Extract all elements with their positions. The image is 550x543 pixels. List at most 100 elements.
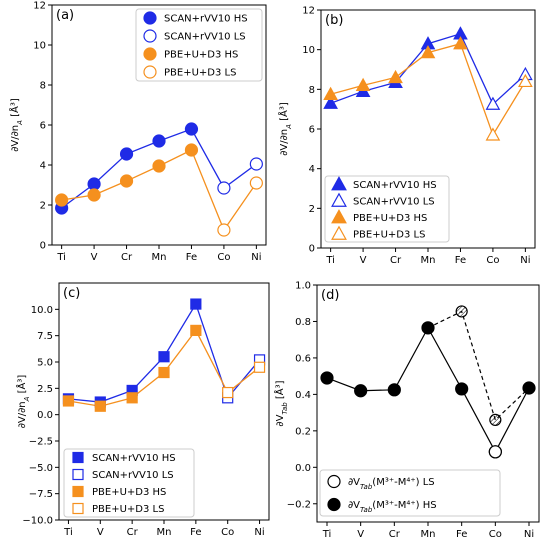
data-point-scan-rvv10-ls-ni	[249, 157, 263, 171]
data-point-hatched-co	[489, 413, 502, 427]
data-point-scan-rvv10-hs-ti	[323, 95, 338, 109]
legend-label-scan-rvv10-ls: SCAN+rVV10 LS	[353, 196, 435, 207]
data-point-pbe-u-d3-hs-fe	[453, 36, 468, 50]
x-tick-label: Cr	[389, 529, 401, 540]
data-point-v-tab-m-m-hs-fe	[455, 382, 469, 396]
legend-marker-pbe-u-d3-hs	[143, 47, 157, 61]
legend-marker-v-tab-m-m-ls	[327, 474, 341, 489]
data-point-pbe-u-d3-hs-v	[94, 400, 106, 412]
data-point-pbe-u-d3-hs-fe	[184, 143, 199, 157]
y-axis-label: ∂V/∂nA [Å³]	[15, 375, 31, 429]
data-point-v-tab-m-m-hs-mn	[421, 321, 435, 335]
legend-box	[135, 8, 263, 82]
data-point-hatched-fe	[455, 305, 468, 318]
y-tick-label: −2.5	[29, 437, 53, 448]
legend: ∂VTab(M³⁺-M⁴⁺) LS ∂VTab(M³⁺-M⁴⁺) HS	[319, 469, 501, 517]
y-axis-label: ∂V/∂nA [Å³]	[277, 102, 293, 156]
y-tick-label: 0.8	[295, 317, 311, 328]
legend-marker-v-tab-m-m-hs	[327, 497, 341, 512]
legend-label-scan-rvv10-hs: SCAN+rVV10 HS	[164, 14, 248, 25]
data-point-pbe-u-d3-hs-mn	[420, 45, 436, 59]
data-point-co-open	[488, 445, 502, 459]
x-tick-label: Fe	[186, 252, 197, 263]
legend-label-pbe-u-d3-ls: PBE+U+D3 LS	[353, 229, 425, 240]
legend-marker-scan-rvv10-hs	[143, 11, 157, 25]
legend-box	[319, 469, 501, 517]
y-tick-label: 10	[302, 45, 315, 56]
y-tick-label: −0.2	[287, 499, 311, 510]
y-tick-label: 4	[40, 161, 46, 172]
legend-label-pbe-u-d3-hs: PBE+U+D3 HS	[353, 213, 427, 224]
y-tick-label: 0	[309, 244, 315, 255]
legend-marker-pbe-u-d3-ls	[72, 502, 84, 515]
data-point-pbe-u-d3-hs-cr	[119, 174, 134, 188]
y-tick-label: 0.2	[295, 426, 311, 437]
data-point-pbe-u-d3-hs-ti	[55, 193, 69, 207]
data-point-scan-rvv10-hs-cr	[119, 147, 134, 161]
data-point-scan-rvv10-hs-fe	[184, 122, 199, 136]
data-point-scan-rvv10-hs-mn	[158, 351, 170, 363]
x-tick-label: V	[91, 252, 98, 263]
data-point-scan-rvv10-ls-co	[485, 96, 501, 110]
panel-label: (c)	[63, 286, 80, 301]
x-tick-label: V	[97, 527, 104, 538]
x-tick-label: Ti	[56, 252, 66, 263]
x-tick-label: Fe	[455, 255, 466, 266]
y-tick-label: 4	[309, 164, 315, 175]
x-tick-label: Fe	[190, 527, 201, 538]
x-tick-label: V	[357, 529, 364, 540]
legend-label-v-tab-m-m-ls: ∂VTab(M³⁺-M⁴⁺) LS	[348, 477, 435, 491]
legend-marker-scan-rvv10-hs	[331, 176, 347, 191]
data-point-pbe-u-d3-ls-co	[222, 386, 234, 399]
x-tick-label: Mn	[157, 527, 172, 538]
y-tick-label: 5.0	[37, 358, 53, 369]
x-tick-label: Ti	[322, 529, 332, 540]
data-point-pbe-u-d3-hs-v	[355, 77, 371, 92]
data-point-scan-rvv10-hs-fe	[190, 298, 202, 310]
y-tick-label: 0.0	[295, 463, 311, 474]
legend-marker-scan-rvv10-ls	[72, 468, 84, 481]
panel-a: 0 2 4 6 8 10 12 Ti V Cr Mn Fe Co Ni ∂V/∂nA [Å³] (a) SCAN…	[8, 1, 267, 263]
legend-label-pbe-u-d3-hs: PBE+U+D3 HS	[92, 487, 166, 498]
panel-b: 0 2 4 6 8 10 12 Ti V Cr Mn Fe Co Ni ∂V/∂nA [Å³] (b) SCAN…	[277, 6, 536, 266]
x-tick-label: Mn	[421, 255, 436, 266]
y-tick-label: 12	[33, 1, 46, 12]
y-tick-label: 8	[40, 81, 46, 92]
y-axis-label: ∂V/∂nA [Å³]	[8, 98, 24, 152]
y-tick-label: 10	[33, 41, 46, 52]
x-tick-label: Cr	[127, 527, 139, 538]
legend-marker-scan-rvv10-hs	[72, 451, 84, 464]
legend-marker-scan-rvv10-ls	[331, 192, 347, 207]
y-tick-label: 6	[40, 121, 46, 132]
legend-label-v-tab-m-m-hs: ∂VTab(M³⁺-M⁴⁺) HS	[348, 500, 437, 514]
data-point-pbe-u-d3-hs-mn	[158, 366, 170, 379]
data-point-v-tab-m-m-hs-ni	[522, 381, 536, 395]
data-point-pbe-u-d3-hs-cr	[388, 69, 403, 84]
legend-label-scan-rvv10-ls: SCAN+rVV10 LS	[92, 470, 174, 481]
y-tick-label: 2	[40, 201, 46, 212]
panel-c: −10.0 −7.5 −5.0 −2.5 0.0 2.5 5.0 7.5 10.0 Ti V Cr Mn…	[15, 282, 270, 538]
data-point-pbe-u-d3-hs-fe	[190, 324, 202, 336]
legend-marker-pbe-u-d3-hs	[331, 209, 347, 224]
data-point-v-tab-m-m-hs-ti	[320, 371, 334, 385]
x-tick-label: V	[360, 255, 367, 266]
legend-marker-scan-rvv10-ls	[143, 29, 157, 43]
series-line-v-tab-m-m-ls	[427, 310, 530, 422]
legend-label-pbe-u-d3-ls: PBE+U+D3 LS	[164, 68, 236, 79]
y-tick-label: 1.0	[295, 281, 311, 292]
data-point-pbe-u-d3-hs-ti	[323, 86, 338, 100]
legend: SCAN+rVV10 HS SCAN+rVV10 LS PBE+U+D3 HS PBE…	[324, 175, 450, 243]
y-tick-label: 0.0	[37, 410, 53, 421]
x-tick-label: Fe	[456, 529, 467, 540]
data-point-v-tab-m-m-hs-v	[354, 384, 368, 398]
y-tick-label: −7.5	[29, 489, 53, 500]
panel-label: (b)	[325, 13, 343, 28]
panel-label: (a)	[56, 8, 74, 23]
legend: SCAN+rVV10 HS SCAN+rVV10 LS PBE+U+D3 HS PBE…	[135, 8, 263, 82]
legend-marker-pbe-u-d3-ls	[331, 225, 347, 240]
data-point-pbe-u-d3-hs-ti	[62, 395, 75, 407]
x-tick-label: Ni	[524, 529, 534, 540]
legend-label-scan-rvv10-hs: SCAN+rVV10 HS	[92, 453, 176, 464]
data-point-pbe-u-d3-ls-co	[217, 223, 231, 237]
data-point-pbe-u-d3-ls-ni	[518, 73, 533, 88]
